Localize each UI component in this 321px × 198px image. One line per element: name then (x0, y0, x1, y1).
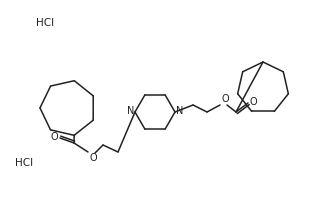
Text: HCl: HCl (36, 18, 54, 28)
Text: O: O (250, 97, 258, 107)
Text: N: N (176, 106, 183, 116)
Text: HCl: HCl (15, 158, 33, 168)
Text: O: O (221, 94, 229, 104)
Text: N: N (126, 106, 134, 116)
Text: O: O (50, 132, 58, 142)
Text: O: O (89, 153, 97, 163)
